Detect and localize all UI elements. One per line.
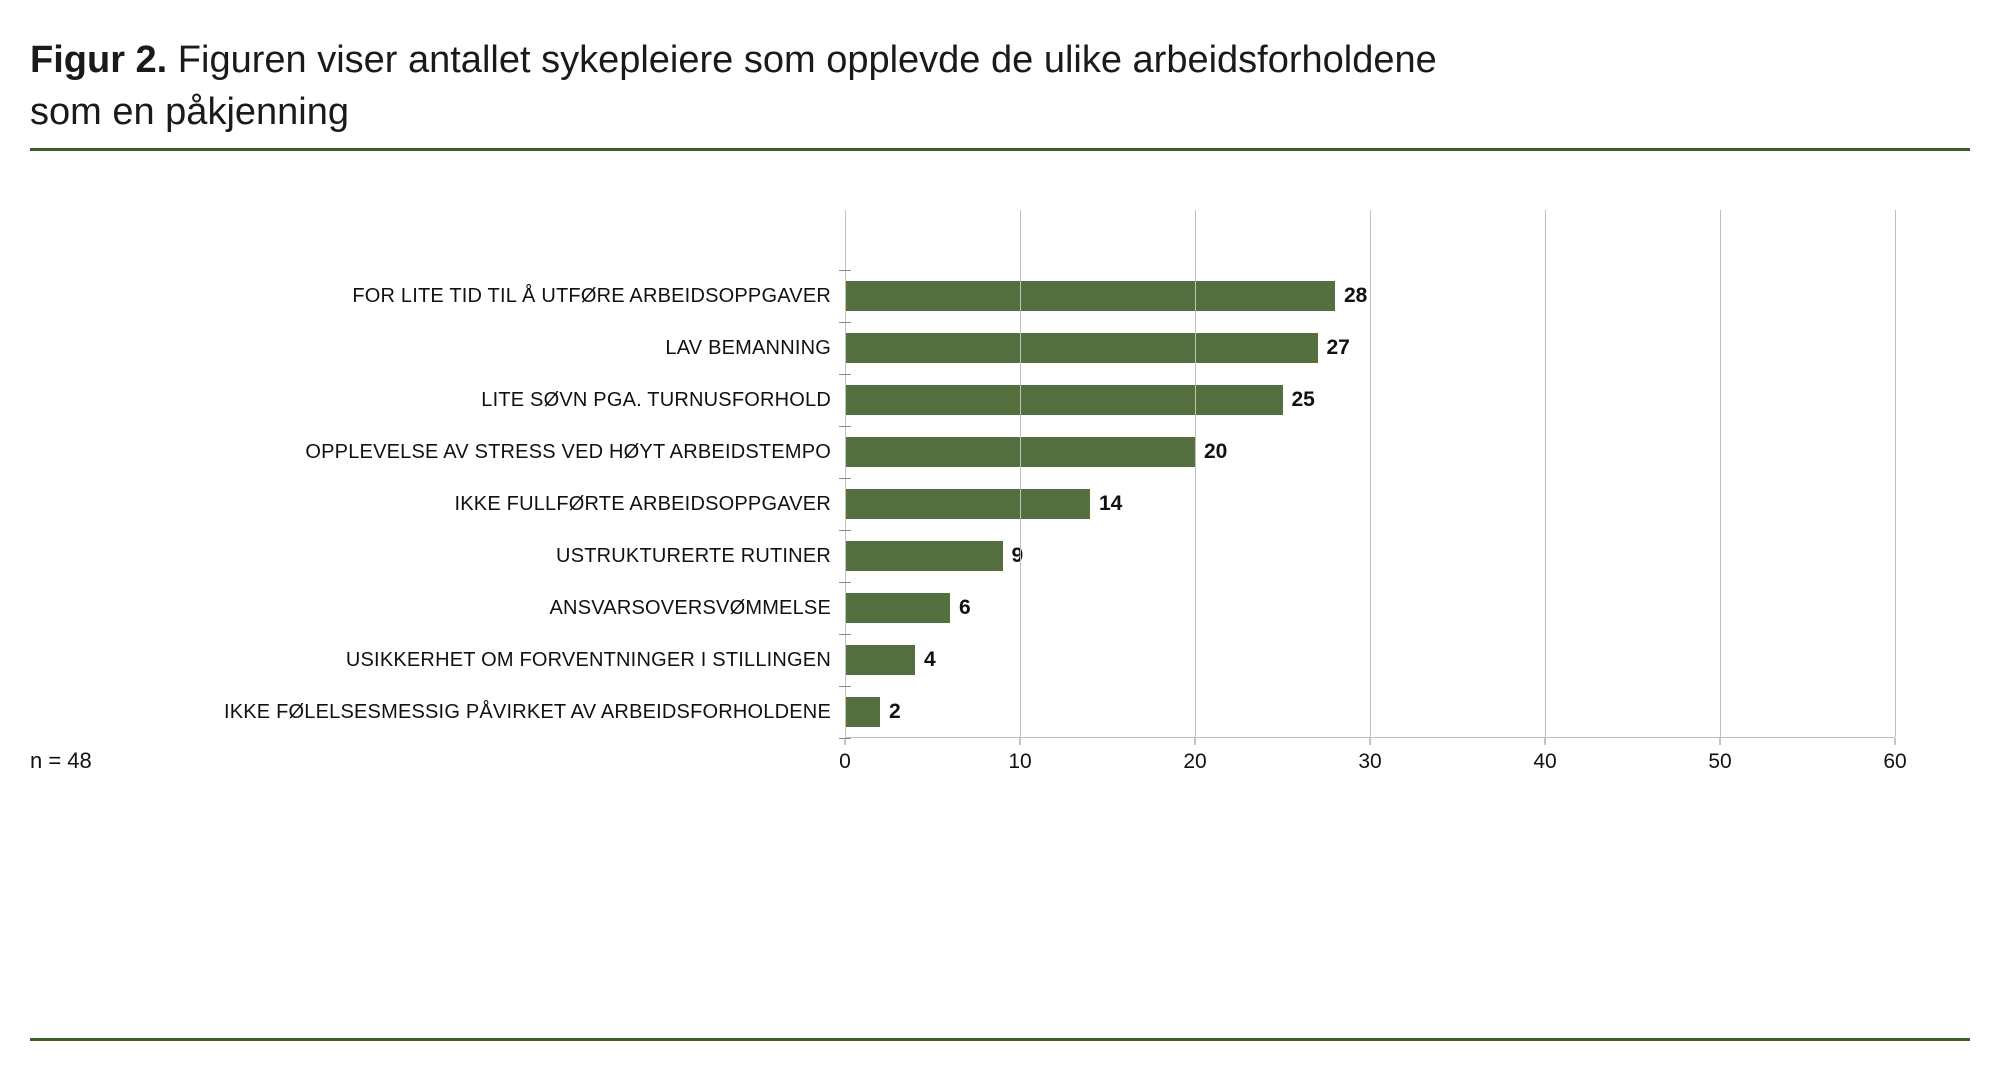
figure-title: Figur 2. Figuren viser antallet sykeplei… bbox=[30, 34, 1490, 139]
value-label: 9 bbox=[1011, 544, 1024, 567]
category-label: USIKKERHET OM FORVENTNINGER I STILLINGEN bbox=[345, 648, 831, 671]
category-label: LAV BEMANNING bbox=[665, 336, 831, 359]
bar-row: 14 bbox=[845, 478, 1895, 530]
x-axis-tick-label: 40 bbox=[1533, 750, 1557, 773]
x-axis-tick-mark bbox=[844, 738, 846, 745]
x-axis-tick-label: 60 bbox=[1883, 750, 1907, 773]
bar bbox=[845, 281, 1335, 311]
category-label: LITE SØVN PGA. TURNUSFORHOLD bbox=[481, 388, 831, 411]
top-divider bbox=[30, 148, 1970, 151]
bar bbox=[845, 697, 880, 727]
category-label: FOR LITE TID TIL Å UTFØRE ARBEIDSOPPGAVE… bbox=[352, 284, 831, 307]
sample-size-label: n = 48 bbox=[30, 748, 92, 773]
category-label: IKKE FULLFØRTE ARBEIDSOPPGAVER bbox=[454, 492, 831, 515]
figure-title-text: Figuren viser antallet sykepleiere som o… bbox=[30, 39, 1437, 134]
x-axis-tick-mark bbox=[1194, 738, 1196, 745]
category-label: USTRUKTURERTE RUTINER bbox=[556, 544, 831, 567]
x-axis-tick-mark bbox=[1019, 738, 1021, 745]
figure-title-prefix: Figur 2. bbox=[30, 39, 168, 81]
value-label: 20 bbox=[1203, 440, 1228, 463]
y-axis-tick-mark bbox=[839, 478, 851, 479]
bar bbox=[845, 541, 1003, 571]
bar-rows: 28 27 25 20 14 9 6 4 2 bbox=[845, 210, 1895, 738]
x-axis-tick-mark bbox=[1719, 738, 1721, 745]
bar-row: 25 bbox=[845, 374, 1895, 426]
x-axis-tick-mark bbox=[1894, 738, 1896, 745]
x-axis-tick-mark bbox=[1369, 738, 1371, 745]
bar bbox=[845, 385, 1283, 415]
bar bbox=[845, 489, 1090, 519]
bar-row: 9 bbox=[845, 530, 1895, 582]
bar-row: 4 bbox=[845, 634, 1895, 686]
x-axis: 0 10 20 30 40 50 60 bbox=[839, 738, 1907, 794]
x-axis-tick-label: 30 bbox=[1358, 750, 1382, 773]
value-label: 6 bbox=[959, 596, 971, 619]
value-label: 14 bbox=[1099, 492, 1123, 515]
bar-chart: FOR LITE TID TIL Å UTFØRE ARBEIDSOPPGAVE… bbox=[30, 210, 1907, 794]
gridline bbox=[1720, 210, 1721, 737]
y-axis-tick-mark bbox=[839, 426, 851, 427]
x-axis-tick-label: 50 bbox=[1708, 750, 1732, 773]
y-axis-tick-mark bbox=[839, 582, 851, 583]
bottom-divider bbox=[30, 1038, 1970, 1041]
value-label: 27 bbox=[1326, 336, 1350, 359]
y-axis-tick-mark bbox=[839, 322, 851, 323]
x-axis-tick-mark bbox=[1544, 738, 1546, 745]
value-label: 25 bbox=[1291, 388, 1315, 411]
bar bbox=[845, 593, 950, 623]
bar bbox=[845, 333, 1318, 363]
bar-row: 6 bbox=[845, 582, 1895, 634]
value-label: 2 bbox=[888, 700, 901, 723]
y-axis-tick-mark bbox=[839, 634, 851, 635]
plot-area: 28 27 25 20 14 9 6 4 2 bbox=[839, 210, 1896, 739]
chart-body: FOR LITE TID TIL Å UTFØRE ARBEIDSOPPGAVE… bbox=[30, 210, 1896, 739]
y-axis-tick-mark bbox=[839, 686, 851, 687]
gridline bbox=[1370, 210, 1371, 737]
value-label: 28 bbox=[1344, 284, 1368, 307]
gridline bbox=[1545, 210, 1546, 737]
x-axis-tick-label: 20 bbox=[1183, 750, 1207, 773]
gridline bbox=[845, 210, 846, 737]
gridline bbox=[1020, 210, 1021, 737]
x-axis-tick-label: 0 bbox=[839, 750, 851, 773]
y-axis-tick-mark bbox=[839, 270, 851, 271]
bar-row: 2 bbox=[845, 686, 1895, 738]
y-axis-tick-mark bbox=[839, 374, 851, 375]
bar-row: 27 bbox=[845, 322, 1895, 374]
bar-row: 28 bbox=[845, 270, 1895, 322]
gridline bbox=[1195, 210, 1196, 737]
category-label: ANSVARSOVERSVØMMELSE bbox=[549, 596, 831, 619]
x-axis-tick-label: 10 bbox=[1008, 750, 1032, 773]
gridline bbox=[1895, 210, 1896, 737]
category-label: IKKE FØLELSESMESSIG PÅVIRKET AV ARBEIDSF… bbox=[223, 700, 831, 723]
category-axis: FOR LITE TID TIL Å UTFØRE ARBEIDSOPPGAVE… bbox=[30, 210, 845, 738]
y-axis-tick-mark bbox=[839, 530, 851, 531]
bar bbox=[845, 645, 915, 675]
category-label: OPPLEVELSE AV STRESS VED HØYT ARBEIDSTEM… bbox=[305, 440, 831, 463]
value-label: 4 bbox=[923, 648, 936, 671]
